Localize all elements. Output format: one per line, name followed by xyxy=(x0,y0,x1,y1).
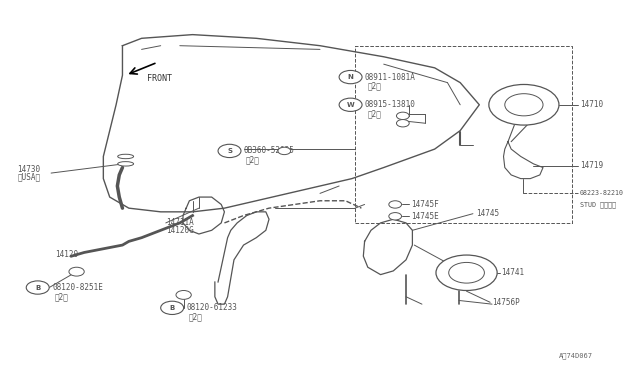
Text: （2）: （2） xyxy=(367,109,381,119)
Circle shape xyxy=(176,291,191,299)
Ellipse shape xyxy=(118,154,134,159)
Text: 14120: 14120 xyxy=(56,250,79,259)
Text: 14745F: 14745F xyxy=(411,200,439,209)
Text: 08911-1081A: 08911-1081A xyxy=(365,73,415,81)
Circle shape xyxy=(278,147,291,155)
Text: （2）: （2） xyxy=(367,82,381,91)
Text: W: W xyxy=(347,102,355,108)
Circle shape xyxy=(69,267,84,276)
Text: B: B xyxy=(170,305,175,311)
Circle shape xyxy=(339,98,362,112)
Text: B: B xyxy=(35,285,40,291)
Text: FRONT: FRONT xyxy=(147,74,172,83)
Text: 14711A: 14711A xyxy=(166,218,193,227)
Circle shape xyxy=(396,112,409,119)
Text: 14756P: 14756P xyxy=(492,298,520,307)
Text: 08915-13810: 08915-13810 xyxy=(365,100,415,109)
Text: 14120G: 14120G xyxy=(166,226,193,235)
Circle shape xyxy=(26,281,49,294)
Text: 08223-82210: 08223-82210 xyxy=(580,190,624,196)
Text: STUD スタッド: STUD スタッド xyxy=(580,201,616,208)
Text: S: S xyxy=(227,148,232,154)
Circle shape xyxy=(339,70,362,84)
Text: 14745: 14745 xyxy=(476,209,499,218)
Circle shape xyxy=(489,84,559,125)
Circle shape xyxy=(436,255,497,291)
Circle shape xyxy=(161,301,184,314)
Circle shape xyxy=(389,201,401,208)
Text: （2）: （2） xyxy=(189,312,203,321)
Text: 08120-61233: 08120-61233 xyxy=(186,303,237,312)
Circle shape xyxy=(449,262,484,283)
Text: 14741: 14741 xyxy=(502,268,525,277)
Text: 14745E: 14745E xyxy=(411,212,439,221)
Text: 14730: 14730 xyxy=(17,165,40,174)
Text: 08120-8251E: 08120-8251E xyxy=(52,283,103,292)
Text: 0B360-52025: 0B360-52025 xyxy=(244,147,294,155)
Ellipse shape xyxy=(118,161,134,166)
Circle shape xyxy=(396,119,409,127)
Text: （2）: （2） xyxy=(246,155,260,165)
Circle shape xyxy=(505,94,543,116)
Text: 14710: 14710 xyxy=(580,100,603,109)
Circle shape xyxy=(389,212,401,220)
Text: （2）: （2） xyxy=(55,292,68,301)
Text: 14719: 14719 xyxy=(580,161,603,170)
Circle shape xyxy=(218,144,241,158)
Text: （USA）: （USA） xyxy=(17,172,40,181)
Text: A・74D067: A・74D067 xyxy=(559,353,593,359)
Text: N: N xyxy=(348,74,353,80)
